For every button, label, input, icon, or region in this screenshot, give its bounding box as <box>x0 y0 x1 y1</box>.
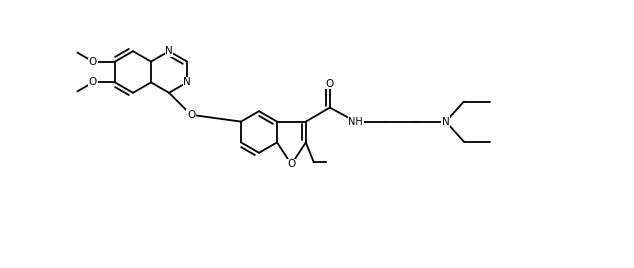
Text: O: O <box>287 159 295 169</box>
Text: O: O <box>89 57 97 67</box>
Text: N: N <box>183 77 191 87</box>
Text: O: O <box>326 79 334 89</box>
Text: N: N <box>442 117 450 126</box>
Text: N: N <box>165 46 173 56</box>
Text: O: O <box>89 77 97 87</box>
Text: NH: NH <box>349 117 363 126</box>
Text: O: O <box>187 110 195 120</box>
